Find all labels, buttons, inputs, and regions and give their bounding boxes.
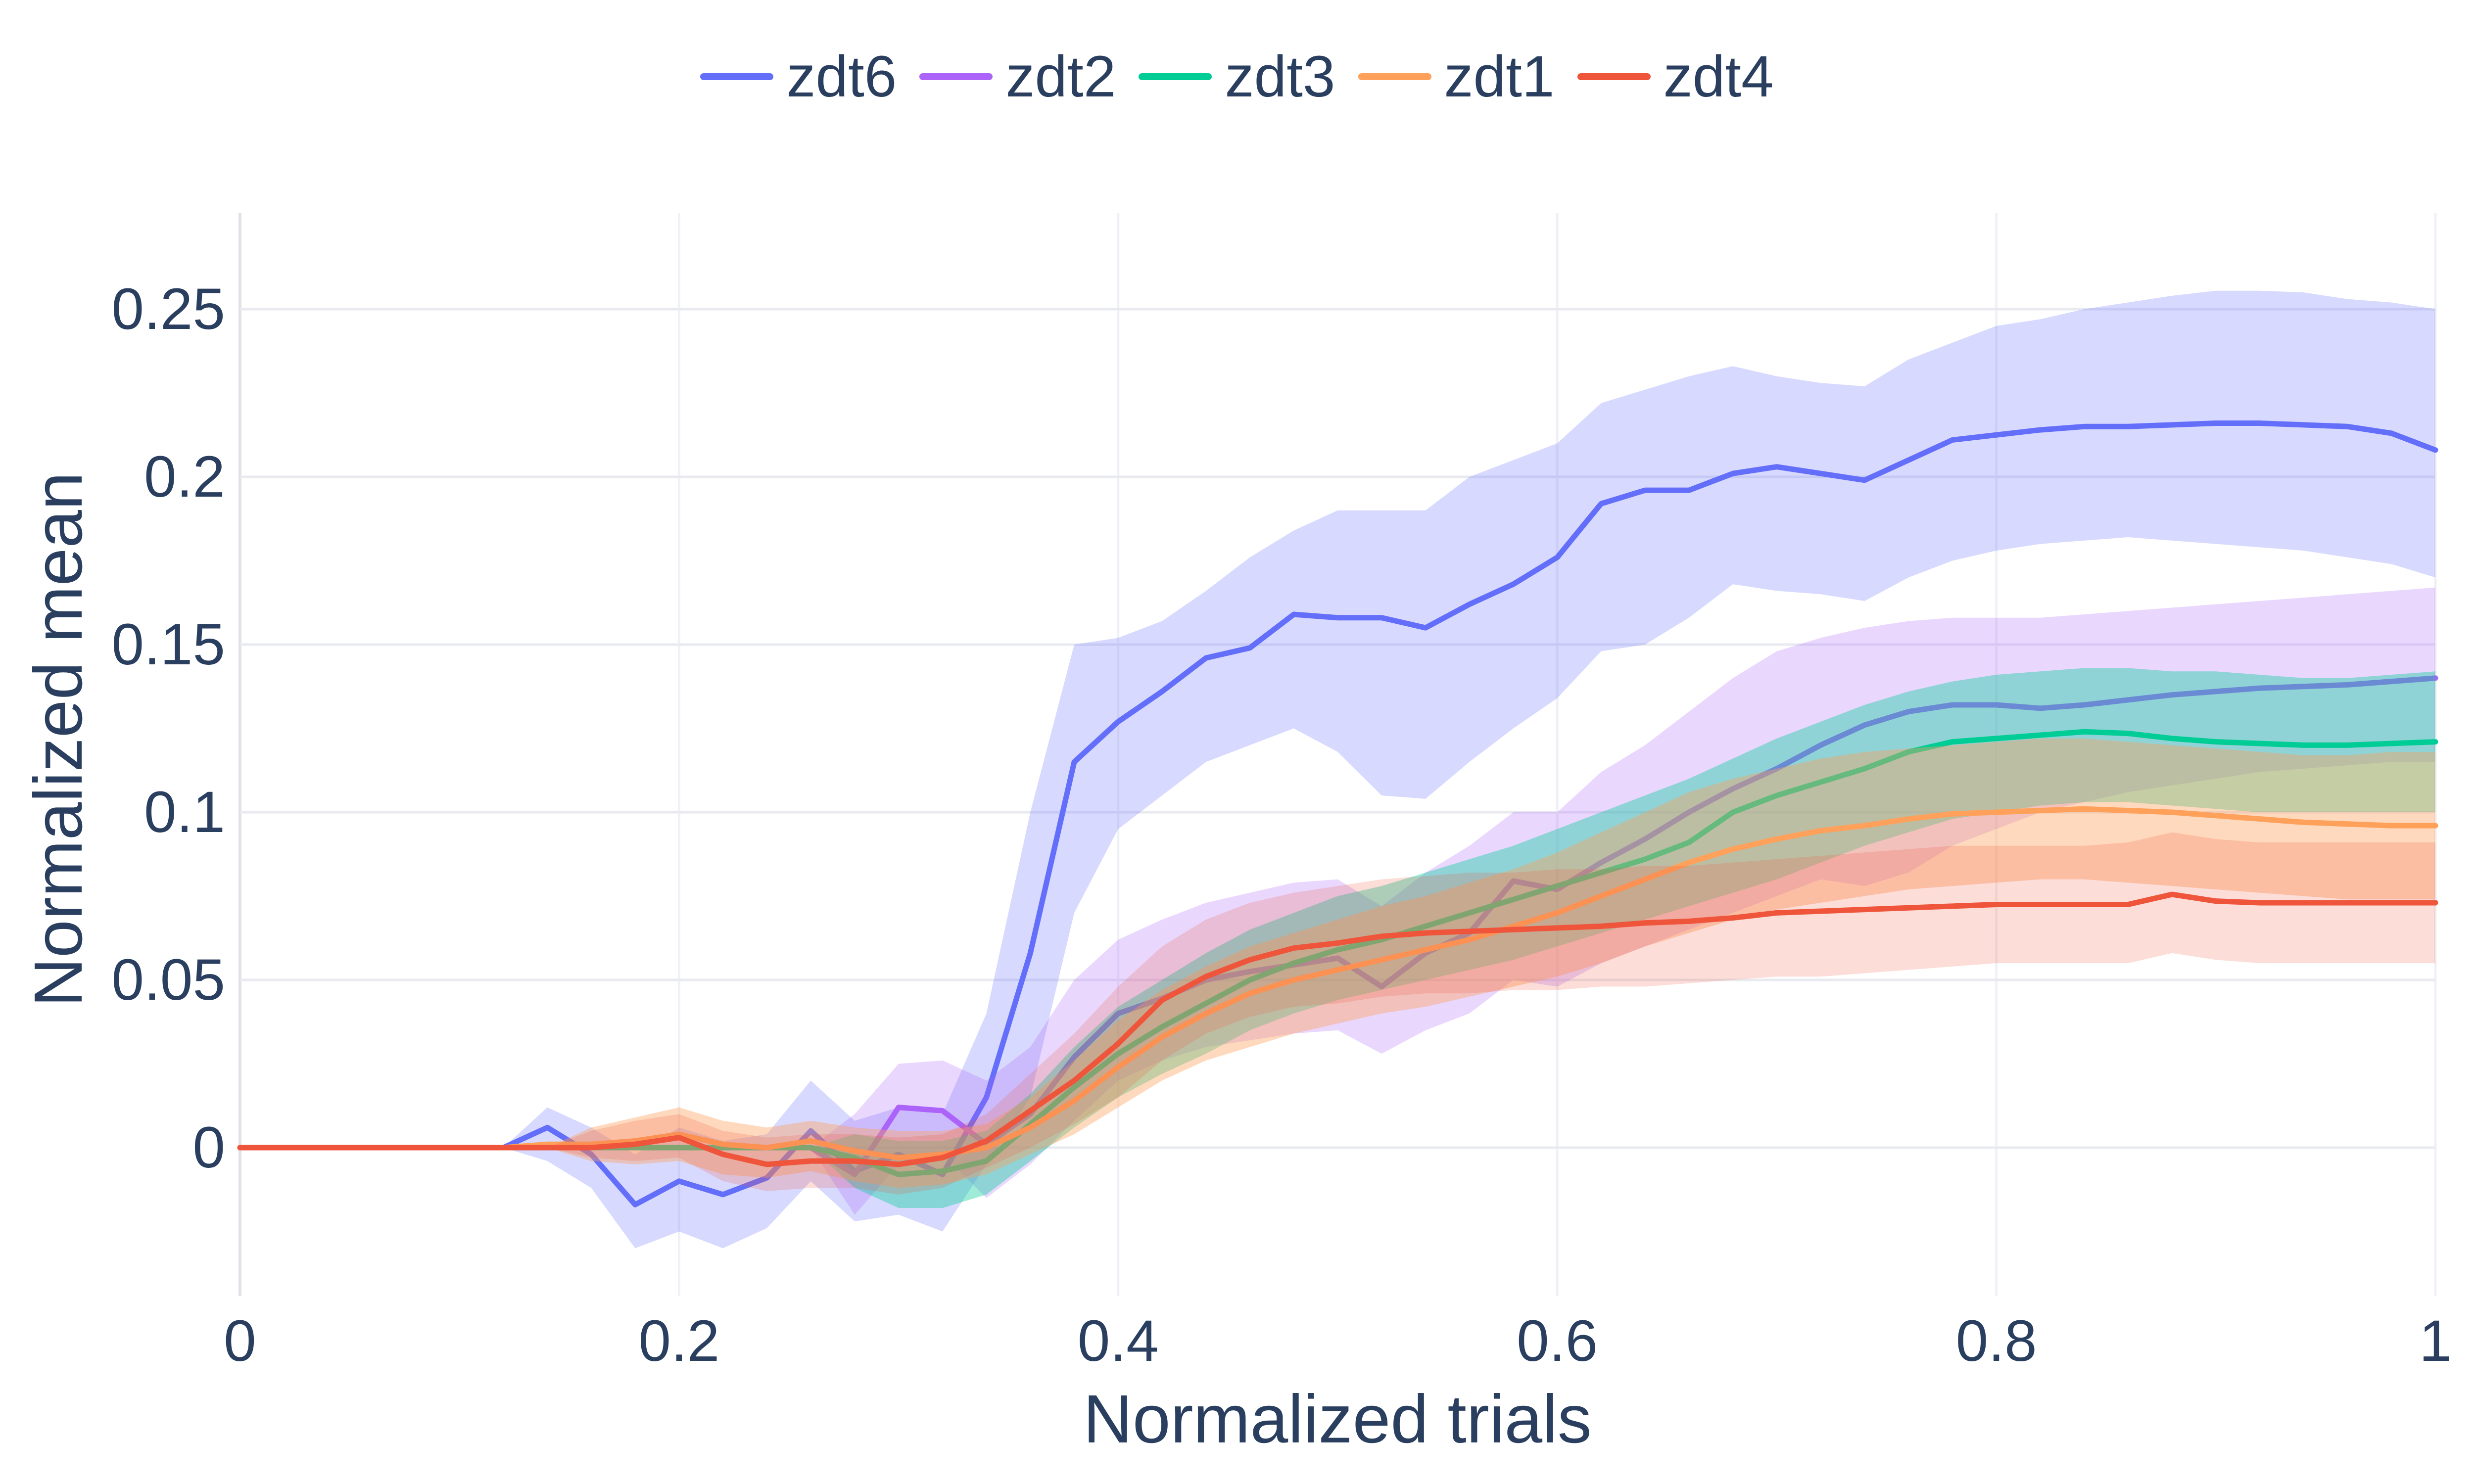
y-tick-label: 0.15 <box>111 612 225 677</box>
legend-label: zdt6 <box>786 44 897 109</box>
confidence-band-zdt6 <box>503 290 2436 1249</box>
legend-line-icon-zdt2 <box>919 73 993 80</box>
mean-line-zdt6 <box>237 420 2438 1207</box>
legend: zdt6 zdt2 zdt3 zdt1 zdt4 <box>0 47 2474 106</box>
x-tick-label: 0.8 <box>1955 1308 2037 1374</box>
legend-label: zdt4 <box>1663 44 1774 109</box>
x-tick-label: 0.6 <box>1517 1308 1598 1374</box>
mean-line-zdt1 <box>237 806 2438 1160</box>
y-tick-label: 0.25 <box>111 277 225 342</box>
x-tick-label: 1 <box>2419 1308 2452 1374</box>
y-tick-label: 0.1 <box>143 780 225 845</box>
mean-line-zdt4 <box>237 891 2438 1167</box>
y-tick-label: 0.2 <box>143 444 225 510</box>
legend-item-zdt4[interactable]: zdt4 <box>1577 47 1774 106</box>
x-tick-label: 0.2 <box>638 1308 720 1374</box>
confidence-band-zdt4 <box>547 832 2435 1195</box>
confidence-band-zdt3 <box>810 668 2435 1208</box>
confidence-band-zdt2 <box>810 587 2435 1215</box>
legend-label: zdt1 <box>1444 44 1555 109</box>
x-axis-title: Normalized trials <box>1083 1381 1592 1457</box>
confidence-band-zdt1 <box>547 738 2435 1188</box>
x-tick-label: 0.4 <box>1077 1308 1159 1374</box>
y-tick-label: 0.05 <box>111 947 225 1013</box>
legend-label: zdt3 <box>1225 44 1335 109</box>
legend-line-icon-zdt4 <box>1577 73 1651 80</box>
y-axis-title: Normalized mean <box>20 472 96 1007</box>
legend-label: zdt2 <box>1005 44 1116 109</box>
legend-item-zdt1[interactable]: zdt1 <box>1358 47 1555 106</box>
legend-line-icon-zdt6 <box>700 73 774 80</box>
y-tick-label: 0 <box>192 1115 225 1180</box>
legend-line-icon-zdt1 <box>1358 73 1431 80</box>
legend-item-zdt2[interactable]: zdt2 <box>919 47 1116 106</box>
legend-line-icon-zdt3 <box>1139 73 1212 80</box>
legend-item-zdt6[interactable]: zdt6 <box>700 47 897 106</box>
x-tick-label: 0 <box>224 1308 256 1374</box>
legend-item-zdt3[interactable]: zdt3 <box>1139 47 1335 106</box>
